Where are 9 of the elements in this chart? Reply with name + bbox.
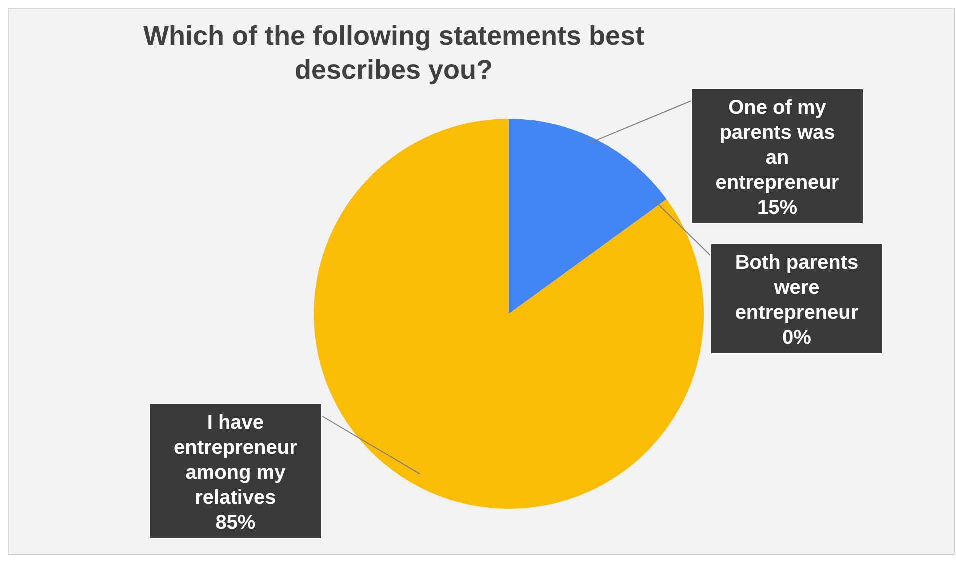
chart-title: Which of the following statements best describes you? (142, 20, 646, 87)
slice-label: One of my parents was an entrepreneur (716, 97, 840, 194)
pie-slice (314, 119, 704, 509)
pie-slice (509, 119, 667, 314)
data-label: 15% (757, 197, 798, 219)
category-label: Both parents were entrepreneur (735, 252, 859, 324)
text: 0% (782, 327, 812, 349)
data-label: 85% (216, 512, 256, 534)
slice-label: I have entrepreneur among my relatives (174, 412, 298, 509)
